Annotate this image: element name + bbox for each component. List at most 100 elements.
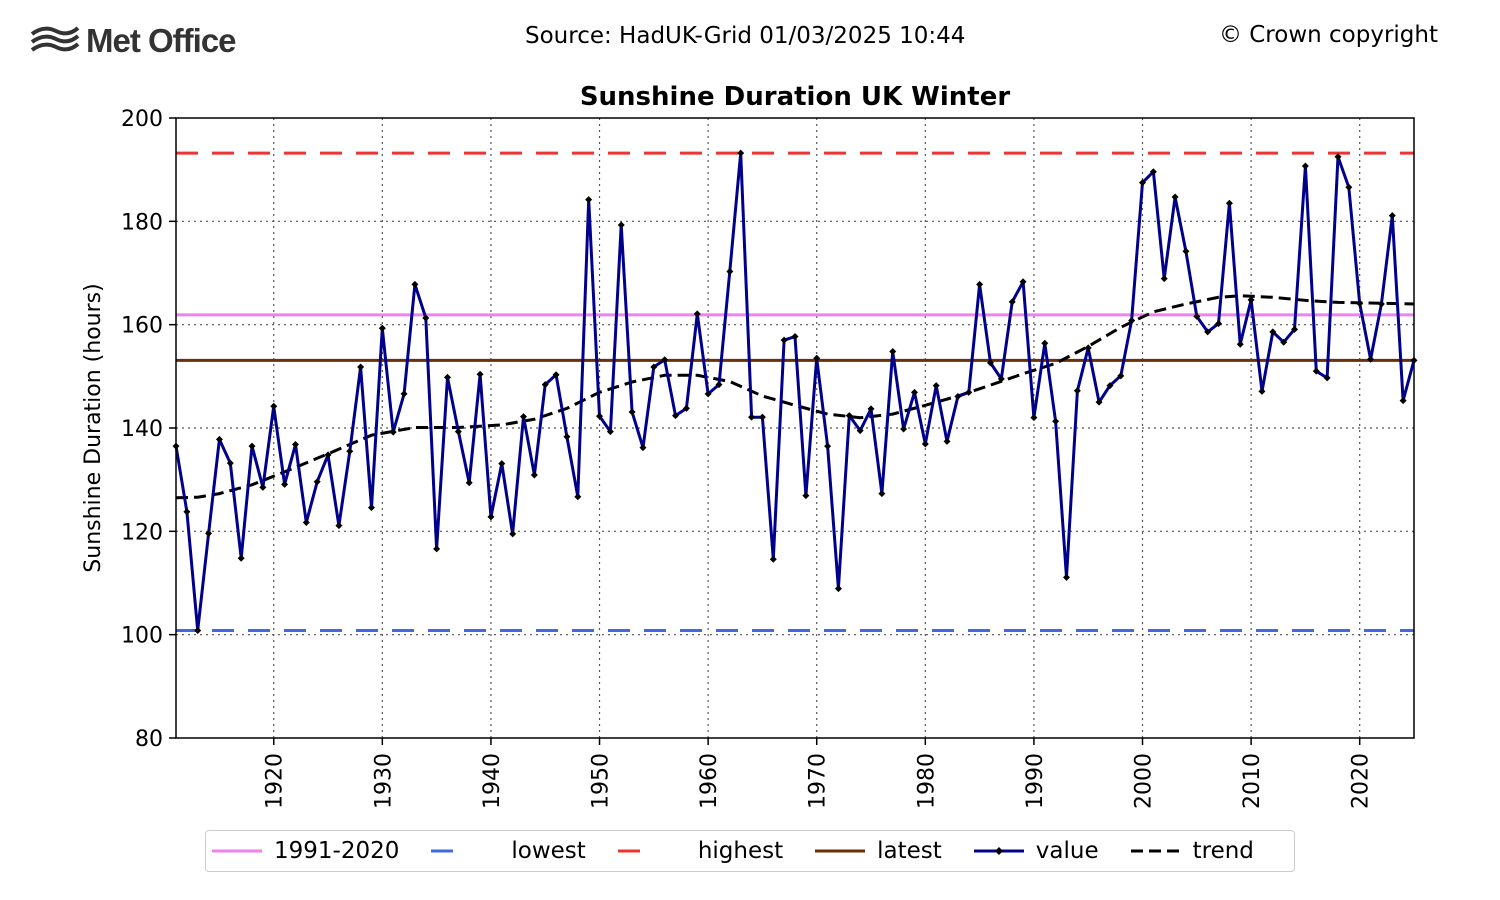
- lowest-swatch: [431, 849, 454, 853]
- value-point: [1258, 387, 1266, 395]
- y-tick-label: 100: [121, 624, 163, 649]
- trend-swatch: [1130, 849, 1181, 853]
- y-tick-label: 160: [121, 314, 163, 339]
- value-point: [867, 405, 875, 413]
- highest-swatch: [617, 849, 640, 853]
- value-point: [530, 471, 538, 479]
- value-point: [585, 196, 593, 204]
- value-point: [509, 530, 517, 538]
- trend-series: [175, 294, 1415, 500]
- x-tick-label: 1920: [263, 753, 288, 809]
- value-point: [226, 459, 234, 467]
- value-point: [1301, 162, 1309, 170]
- value-point: [986, 359, 994, 367]
- value-point: [856, 427, 864, 435]
- legend: 1991-2020 lowest highest latest value tr…: [205, 830, 1295, 872]
- y-tick-label: 120: [121, 520, 163, 545]
- value-point: [1399, 397, 1407, 405]
- value-point: [834, 585, 842, 593]
- value-point: [378, 324, 386, 332]
- value-point: [813, 354, 821, 362]
- value-point: [780, 336, 788, 344]
- grid-lines: [176, 118, 1414, 738]
- value-point: [1008, 298, 1016, 306]
- value-point: [183, 508, 191, 516]
- legend-label-trend: trend: [1192, 838, 1254, 864]
- value-point: [1367, 355, 1375, 363]
- value-point: [487, 513, 495, 521]
- value-point: [476, 370, 484, 378]
- y-tick-label: 180: [121, 210, 163, 235]
- value-point: [617, 221, 625, 229]
- value-point: [281, 480, 289, 488]
- value-line: [174, 151, 1416, 632]
- x-tick-label: 1970: [806, 753, 831, 809]
- value-point: [1019, 278, 1027, 286]
- value-point: [367, 504, 375, 512]
- value-point: [465, 479, 473, 487]
- legend-item-baseline: 1991-2020: [206, 838, 399, 864]
- legend-label-latest: latest: [877, 838, 942, 864]
- met-office-logo-icon: [30, 26, 80, 52]
- x-tick-label: 2000: [1132, 753, 1157, 809]
- logo-text: Met Office: [86, 22, 237, 59]
- copyright-text: © Crown copyright: [1218, 22, 1438, 48]
- value-point: [194, 627, 202, 635]
- value-point: [672, 412, 680, 420]
- value-point: [737, 149, 745, 157]
- value-point: [1030, 414, 1038, 422]
- y-tick-label: 80: [135, 727, 163, 752]
- value-point: [1182, 247, 1190, 255]
- x-tick-label: 1960: [697, 753, 722, 809]
- value-point: [324, 451, 332, 459]
- value-point: [1106, 382, 1114, 390]
- x-tick-label: 1980: [914, 753, 939, 809]
- value-point: [357, 363, 365, 371]
- value-point: [1247, 296, 1255, 304]
- value-point: [411, 280, 419, 288]
- value-point: [1204, 328, 1212, 336]
- value-point: [1171, 193, 1179, 201]
- value-point: [802, 492, 810, 500]
- y-tick-label: 200: [121, 107, 163, 132]
- legend-label-value: value: [1035, 838, 1099, 864]
- value-point: [1377, 300, 1385, 308]
- x-tick-label: 2020: [1349, 753, 1374, 809]
- value-point: [1052, 417, 1060, 425]
- value-point: [335, 522, 343, 530]
- y-tick-label: 140: [121, 417, 163, 442]
- value-point: [541, 381, 549, 389]
- value-point: [682, 404, 690, 412]
- y-axis-ticks: 80 100 120 140 160 180 200: [121, 107, 176, 752]
- value-point: [1323, 374, 1331, 382]
- met-office-logo[interactable]: Met Office: [30, 22, 237, 60]
- value-point: [454, 428, 462, 436]
- value-point: [1215, 320, 1223, 328]
- value-point: [1312, 367, 1320, 375]
- legend-item-trend: trend: [1125, 838, 1254, 864]
- value-point: [215, 435, 223, 443]
- value-point: [932, 382, 940, 390]
- value-point: [270, 402, 278, 410]
- value-point: [1128, 317, 1136, 325]
- value-point: [715, 381, 723, 389]
- value-point: [769, 555, 777, 563]
- value-swatch: [973, 847, 1024, 855]
- value-point: [965, 388, 973, 396]
- value-point: [921, 440, 929, 448]
- value-point: [693, 310, 701, 318]
- value-point: [900, 425, 908, 433]
- legend-label-highest: highest: [697, 838, 784, 864]
- value-point: [237, 554, 245, 562]
- plot-frame: [175, 117, 1415, 739]
- value-point: [976, 280, 984, 288]
- value-point: [400, 390, 408, 398]
- value-point: [650, 363, 658, 371]
- x-axis-ticks: 1920 1930 1940 1950 1960 1970 1980 1990 2000 2010…: [263, 738, 1374, 809]
- legend-item-highest: highest: [612, 838, 783, 864]
- value-point: [824, 442, 832, 450]
- value-point: [704, 390, 712, 398]
- value-point: [1388, 212, 1396, 220]
- latest-swatch: [815, 849, 866, 853]
